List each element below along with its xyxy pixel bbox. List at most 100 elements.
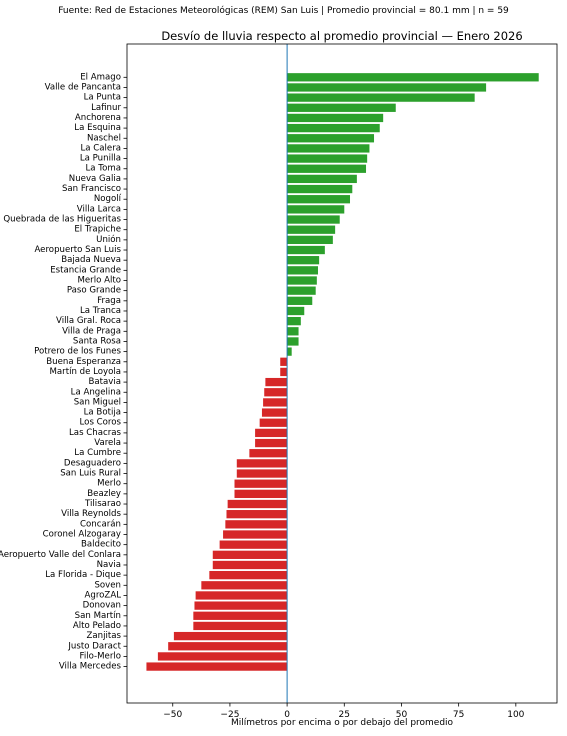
bar <box>287 93 475 102</box>
category-label: Varela <box>94 438 121 448</box>
bar <box>287 337 299 346</box>
bar <box>287 83 487 92</box>
bars-layer <box>146 73 539 671</box>
category-label: Fraga <box>97 296 121 306</box>
x-tick-label: 0 <box>284 710 290 720</box>
bar <box>287 266 318 275</box>
bar <box>287 154 368 163</box>
bar <box>236 469 288 478</box>
bar <box>287 245 325 255</box>
category-label: Beazley <box>87 489 121 499</box>
bar <box>263 398 288 407</box>
bar <box>287 286 316 295</box>
bar <box>225 520 288 529</box>
category-label: La Punilla <box>80 154 121 164</box>
x-tick-label: 100 <box>507 710 524 720</box>
category-label: Nogolí <box>94 194 122 204</box>
bar <box>287 256 320 265</box>
category-label: El Amago <box>80 72 121 82</box>
category-label: AgroZAL <box>85 590 122 600</box>
bar <box>195 591 288 600</box>
bar <box>146 662 288 671</box>
bar <box>201 581 288 590</box>
bar <box>287 276 317 285</box>
bar <box>287 123 380 133</box>
category-label: San Martín <box>75 611 121 621</box>
bar <box>223 530 288 539</box>
category-label: Bajada Nueva <box>61 255 121 265</box>
bar <box>212 560 288 570</box>
bar <box>265 377 288 387</box>
bar <box>287 306 305 316</box>
source-line: Fuente: Red de Estaciones Meteorológicas… <box>58 5 509 16</box>
category-label: La Angelina <box>71 387 121 397</box>
bar <box>287 205 345 214</box>
x-tick-label: 25 <box>339 710 350 720</box>
category-label: Buena Esperanza <box>46 357 121 367</box>
category-label: Santa Rosa <box>73 336 121 346</box>
category-label: Merlo <box>97 479 121 489</box>
bar <box>261 408 288 417</box>
category-label: Navia <box>97 560 121 570</box>
category-label: San Francisco <box>62 184 121 194</box>
category-label: La Cumbre <box>74 448 121 458</box>
category-label: La Botija <box>84 408 121 418</box>
bar <box>255 428 288 438</box>
bar <box>219 540 288 549</box>
category-label: Merlo Alto <box>77 276 121 286</box>
category-label: Aeropuerto San Luis <box>34 245 121 255</box>
bar <box>209 570 288 580</box>
bar <box>287 134 375 143</box>
bar <box>280 357 288 366</box>
bar <box>227 499 288 509</box>
bar <box>280 367 288 377</box>
category-label: Villa Reynolds <box>61 509 121 519</box>
bar <box>287 296 313 305</box>
category-label: Tilisarao <box>84 499 121 509</box>
category-label: Nueva Galia <box>69 174 121 184</box>
category-label: Las Chacras <box>69 428 122 438</box>
category-label: La Punta <box>84 93 121 103</box>
bar <box>287 327 299 336</box>
bar <box>287 164 367 173</box>
bar <box>168 642 288 651</box>
category-label: Filo-Merlo <box>80 651 122 661</box>
bar <box>287 113 384 123</box>
bar <box>193 621 288 631</box>
category-label: La Esquina <box>74 123 121 133</box>
bar <box>287 174 357 184</box>
bar <box>287 235 333 245</box>
bar <box>157 652 288 661</box>
category-label: Naschel <box>87 133 121 143</box>
category-label: Batavia <box>88 377 121 387</box>
category-label: Villa Gral. Roca <box>56 316 121 326</box>
category-label: La Calera <box>80 143 121 153</box>
category-label: Alto Pelado <box>73 621 121 631</box>
category-label: Zanjitas <box>87 631 122 641</box>
bar <box>287 184 353 194</box>
category-label: La Tranca <box>80 306 121 316</box>
category-label: Los Coros <box>80 418 122 428</box>
category-label: Martín de Loyola <box>49 367 121 377</box>
bar <box>193 611 288 620</box>
category-label: Villa de Praga <box>62 326 121 336</box>
category-label: San Luis Rural <box>60 469 121 479</box>
category-label: Lafinur <box>91 103 121 113</box>
bar <box>234 489 288 499</box>
chart-title: Desvío de lluvia respecto al promedio pr… <box>161 29 522 43</box>
x-tick-label: −25 <box>220 710 239 720</box>
bar <box>212 550 288 559</box>
bar <box>249 449 288 458</box>
x-tick-label: −50 <box>163 710 182 720</box>
x-tick-label: 75 <box>453 710 464 720</box>
bar <box>259 418 288 427</box>
category-label: Coronel Alzogaray <box>43 530 121 540</box>
bar <box>287 316 301 326</box>
category-label: Paso Grande <box>67 286 121 296</box>
bar <box>287 103 396 112</box>
bar <box>287 215 340 224</box>
bar <box>234 479 288 488</box>
category-label: Estancia Grande <box>50 265 121 275</box>
